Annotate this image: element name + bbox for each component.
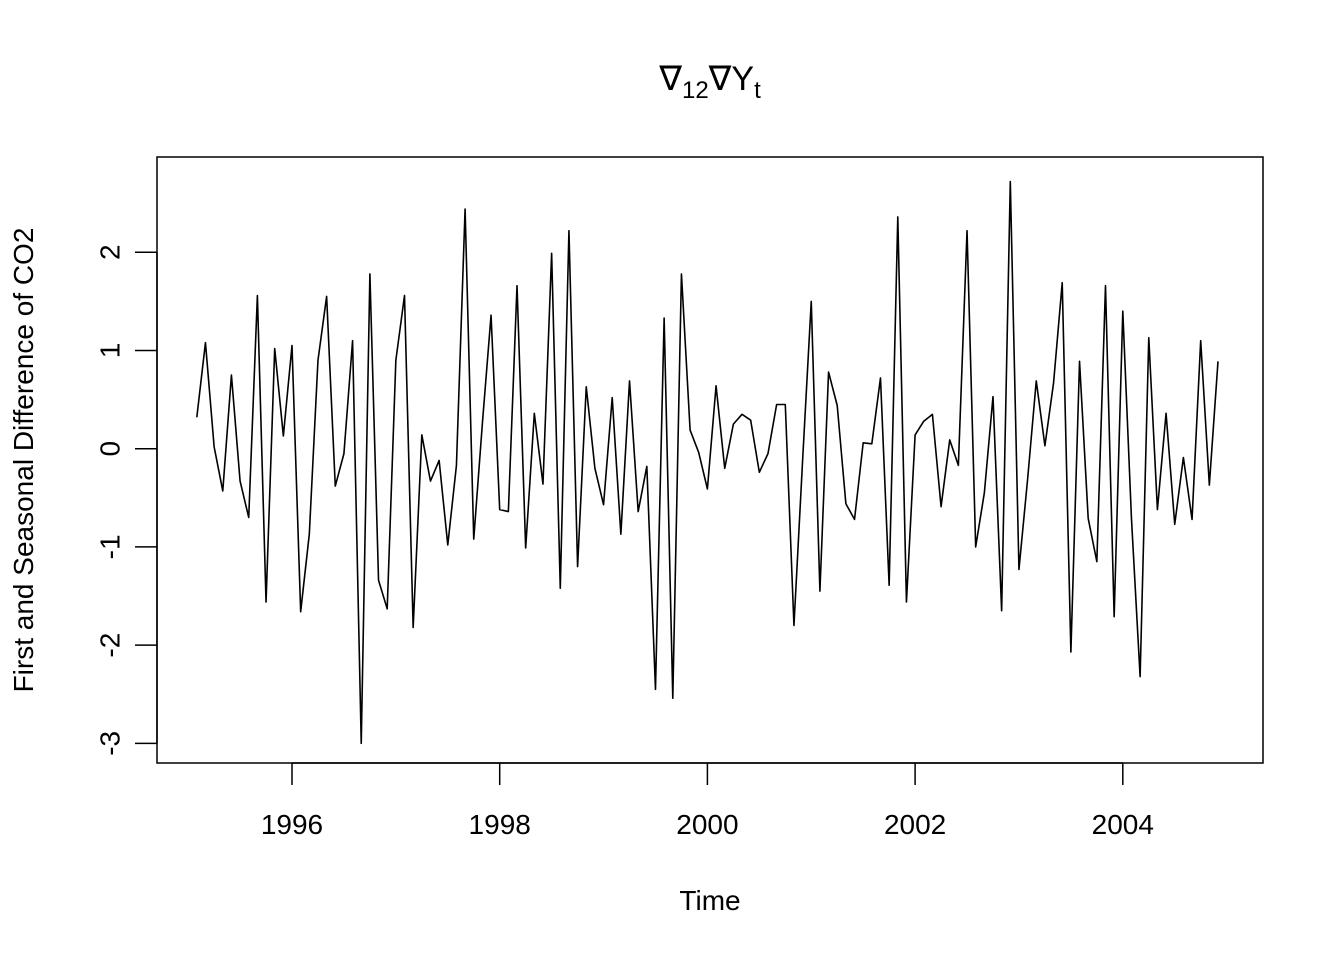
chart-title: ∇12∇Yt	[658, 60, 761, 104]
chart-title-nabla: ∇	[658, 60, 682, 98]
x-tick-label: 1996	[261, 809, 323, 840]
x-tick-label: 1998	[469, 809, 531, 840]
y-tick-label: -2	[95, 633, 126, 658]
x-tick-label: 2000	[676, 809, 738, 840]
chart-title-subscript-t: t	[754, 77, 761, 104]
chart-title-nabla-y: ∇Y	[708, 60, 754, 98]
y-tick-label: -3	[95, 731, 126, 756]
y-axis: -3 -2 -1 0 1 2	[95, 244, 158, 756]
y-axis-label: First and Seasonal Difference of CO2	[8, 228, 39, 693]
y-tick-label: 0	[95, 441, 126, 457]
x-tick-label: 2002	[884, 809, 946, 840]
x-axis-label: Time	[679, 885, 740, 916]
y-tick-label: 1	[95, 343, 126, 359]
y-tick-label: 2	[95, 244, 126, 260]
chart-title-subscript-12: 12	[682, 77, 709, 104]
x-axis: 1996 1998 2000 2002 2004	[261, 762, 1154, 840]
y-tick-label: -1	[95, 534, 126, 559]
series-line	[196, 180, 1219, 745]
x-tick-label: 2004	[1092, 809, 1154, 840]
